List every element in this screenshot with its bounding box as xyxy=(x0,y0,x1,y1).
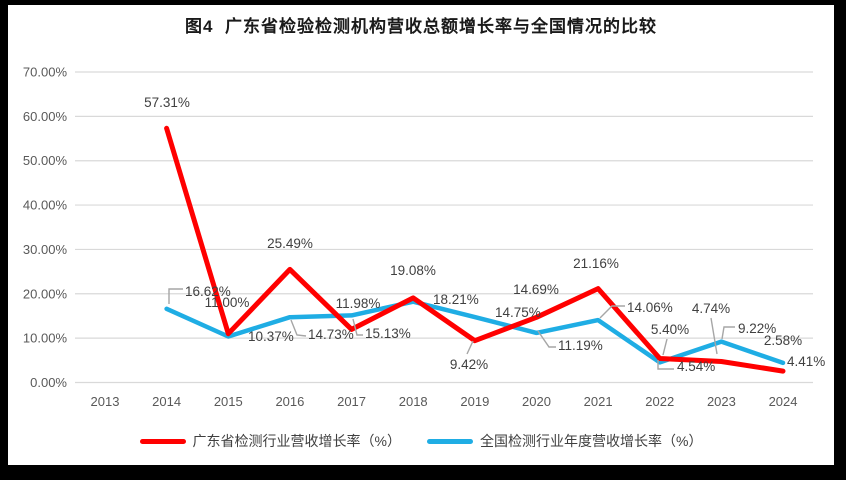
series-line-national xyxy=(164,299,786,366)
plot-area: 0.00% 10.00% 20.00% 30.00% 40.00% 50.00% 60.00… xyxy=(23,65,825,410)
x-tick-label: 2016 xyxy=(275,394,304,409)
data-label: 16.62% xyxy=(185,284,231,299)
x-tick-label: 2023 xyxy=(707,394,736,409)
data-label: 25.49% xyxy=(267,236,313,251)
x-tick-label: 2021 xyxy=(584,394,613,409)
x-tick-label: 2019 xyxy=(460,394,489,409)
data-label: 14.75% xyxy=(495,305,541,320)
y-tick-label: 60.00% xyxy=(23,109,68,124)
label-leader-line xyxy=(290,319,307,337)
label-leader-line xyxy=(710,317,718,355)
data-label: 14.06% xyxy=(627,300,673,315)
legend-label-national: 全国检测行业年度营收增长率（%） xyxy=(480,433,703,449)
y-tick-label: 0.00% xyxy=(30,375,67,390)
x-tick-label: 2017 xyxy=(337,394,366,409)
data-label: 4.41% xyxy=(787,354,825,369)
y-tick-label: 30.00% xyxy=(23,242,68,257)
label-leader-line xyxy=(466,340,474,355)
label-leader-line xyxy=(657,360,674,370)
chart-canvas: 图4 广东省检验检测机构营收总额增长率与全国情况的比较 0.00% 10.00% 2… xyxy=(8,5,834,465)
data-label: 15.13% xyxy=(365,326,411,341)
data-label: 14.69% xyxy=(513,282,559,297)
data-label: 21.16% xyxy=(573,256,619,271)
x-tick-label: 2014 xyxy=(152,394,181,409)
data-label: 57.31% xyxy=(144,95,190,110)
data-label: 9.22% xyxy=(738,321,776,336)
label-leader-line xyxy=(662,338,668,356)
chart-title: 图4 广东省检验检测机构营收总额增长率与全国情况的比较 xyxy=(185,17,657,36)
legend-label-guangdong: 广东省检测行业营收增长率（%） xyxy=(192,433,401,449)
data-label: 18.21% xyxy=(433,292,479,307)
x-tick-label: 2018 xyxy=(399,394,428,409)
data-label: 4.54% xyxy=(677,359,715,374)
label-leader-line xyxy=(168,288,183,304)
data-label: 11.19% xyxy=(558,338,603,353)
data-label: 9.42% xyxy=(450,357,488,372)
label-leader-line xyxy=(537,330,556,348)
y-tick-label: 70.00% xyxy=(23,65,68,80)
data-label: 11.98% xyxy=(336,296,381,311)
data-label: 11.00% xyxy=(205,295,250,310)
x-tick-label: 2013 xyxy=(91,394,120,409)
label-leader-line xyxy=(352,318,363,336)
series-line-guangdong xyxy=(164,125,786,374)
data-label: 5.40% xyxy=(651,322,689,337)
legend-item-national: 全国检测行业年度营收增长率（%） xyxy=(427,431,702,451)
legend-item-guangdong: 广东省检测行业营收增长率（%） xyxy=(139,431,401,451)
data-label: 14.73% xyxy=(308,327,354,342)
x-tick-label: 2015 xyxy=(214,394,243,409)
data-label: 4.74% xyxy=(692,301,730,316)
legend-line-icon-guangdong xyxy=(139,438,186,444)
y-tick-label: 20.00% xyxy=(23,286,68,301)
y-tick-label: 10.00% xyxy=(23,331,68,346)
data-label: 2.58% xyxy=(764,333,802,348)
legend-line-icon-national xyxy=(427,438,473,444)
y-tick-label: 50.00% xyxy=(23,153,68,168)
data-label: 19.08% xyxy=(390,263,436,278)
x-tick-label: 2022 xyxy=(645,394,674,409)
label-leader-line xyxy=(599,305,625,319)
data-label: 10.37% xyxy=(248,329,294,344)
label-leader-line xyxy=(721,326,735,340)
y-tick-label: 40.00% xyxy=(23,198,68,213)
x-tick-label: 2024 xyxy=(769,394,798,409)
x-tick-label: 2020 xyxy=(522,394,551,409)
legend: 广东省检测行业营收增长率（%） 全国检测行业年度营收增长率（%） xyxy=(8,431,834,451)
